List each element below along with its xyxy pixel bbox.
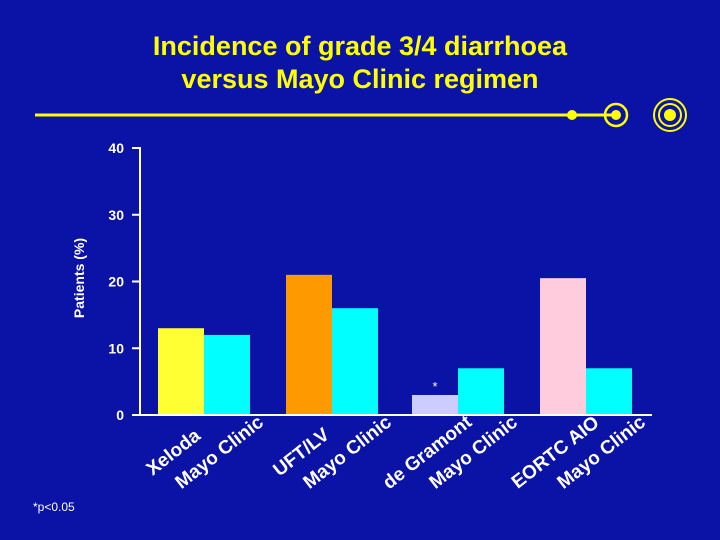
bar-6 (540, 278, 586, 415)
bar-1 (204, 334, 250, 415)
y-axis-label: Patients (%) (71, 238, 87, 318)
divider-dot-icon (567, 110, 577, 120)
bar-0 (158, 328, 204, 415)
divider-target-icon-large (653, 98, 687, 132)
y-tick-label: 0 (116, 407, 124, 423)
significance-marker: * (432, 379, 437, 394)
footnote: *p<0.05 (33, 500, 75, 514)
slide-title: Incidence of grade 3/4 diarrhoea versus … (0, 30, 720, 96)
divider-target-icon-small (603, 102, 629, 128)
y-tick-label: 30 (108, 207, 124, 223)
bar-4 (412, 394, 458, 415)
title-line-2: versus Mayo Clinic regimen (181, 64, 539, 94)
y-tick-label: 10 (108, 340, 124, 356)
title-line-1: Incidence of grade 3/4 diarrhoea (152, 31, 568, 61)
y-tick-label: 40 (108, 140, 124, 156)
bar-7 (586, 368, 632, 415)
bar-3 (332, 308, 378, 415)
title-divider (35, 98, 687, 132)
y-tick-label: 20 (108, 274, 124, 290)
bar-2 (286, 274, 332, 415)
bar-5 (458, 368, 504, 415)
